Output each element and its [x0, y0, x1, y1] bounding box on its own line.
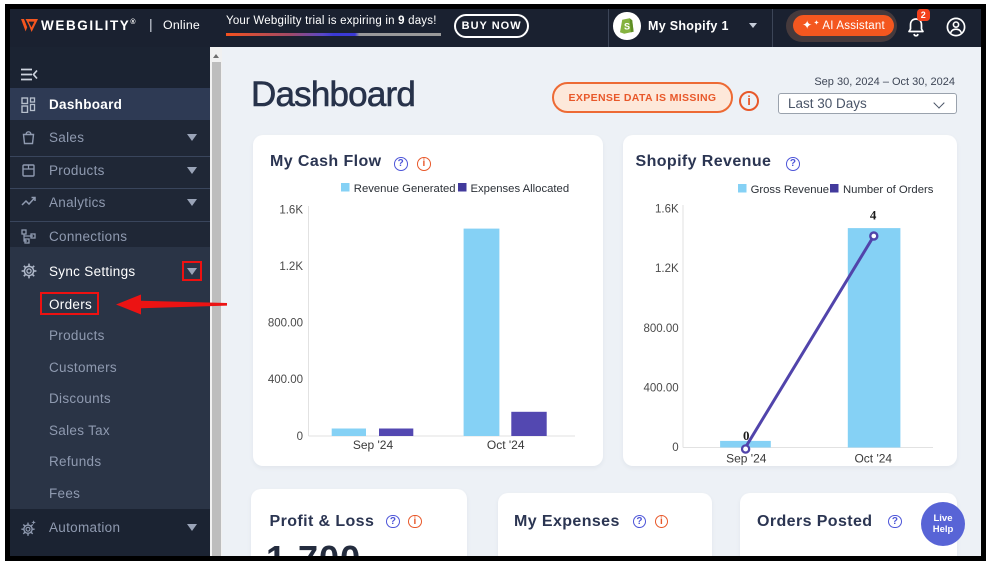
svg-text:1.2K: 1.2K [279, 261, 303, 273]
svg-text:Number of Orders: Number of Orders [843, 184, 934, 196]
svg-text:Revenue Generated: Revenue Generated [353, 183, 455, 195]
svg-text:Oct '24: Oct '24 [486, 438, 524, 452]
svg-text:Sep '24: Sep '24 [352, 438, 393, 452]
svg-text:1.6K: 1.6K [655, 204, 679, 216]
svg-text:400.00: 400.00 [643, 382, 678, 394]
svg-text:1.2K: 1.2K [655, 263, 679, 275]
svg-text:0: 0 [296, 431, 302, 443]
svg-text:800.00: 800.00 [643, 323, 678, 335]
svg-text:Expenses Allocated: Expenses Allocated [470, 183, 569, 195]
svg-text:0: 0 [743, 428, 750, 443]
svg-text:Gross Revenue: Gross Revenue [750, 184, 829, 196]
svg-text:S: S [624, 22, 630, 32]
svg-text:0: 0 [672, 442, 678, 454]
svg-text:4: 4 [869, 208, 876, 223]
svg-text:400.00: 400.00 [267, 374, 302, 386]
svg-text:1.6K: 1.6K [279, 205, 303, 217]
svg-text:800.00: 800.00 [267, 318, 302, 330]
svg-text:Oct '24: Oct '24 [854, 452, 892, 466]
svg-text:Sep '24: Sep '24 [726, 452, 767, 466]
